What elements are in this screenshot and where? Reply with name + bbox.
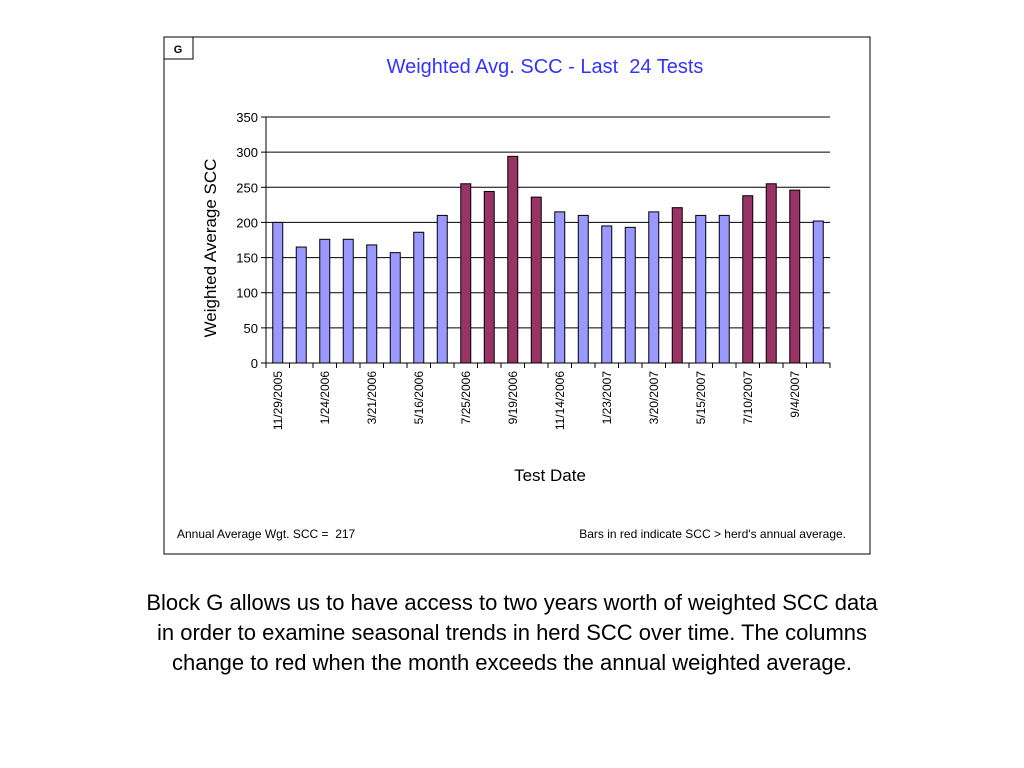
bars: [272, 155, 824, 364]
red-bars-legend-note: Bars in red indicate SCC > herd's annual…: [579, 527, 846, 541]
bar: [460, 183, 472, 364]
x-axis-label: Test Date: [514, 466, 586, 485]
bar: [483, 191, 495, 364]
chart-title: Weighted Avg. SCC - Last 24 Tests: [387, 56, 704, 78]
x-tick-label: 7/10/2007: [741, 371, 755, 425]
block-label-box: [163, 36, 194, 60]
y-tick-label: 0: [251, 356, 258, 371]
x-tick-label: 7/25/2006: [459, 371, 473, 425]
x-tick-label: 11/14/2006: [553, 371, 567, 430]
bar: [413, 231, 425, 364]
x-tick-label: 5/15/2007: [694, 371, 708, 425]
bar: [789, 189, 801, 364]
caption-line-2: in order to examine seasonal trends in h…: [156, 620, 868, 645]
bar: [601, 225, 613, 364]
x-tick-label: 1/23/2007: [600, 371, 614, 425]
bar: [436, 214, 448, 364]
x-tick-label: 1/24/2006: [318, 371, 332, 425]
x-tick-label: 3/21/2006: [365, 371, 379, 425]
x-tick-label: 5/16/2006: [412, 371, 426, 425]
y-tick-label: 150: [236, 251, 258, 266]
bar: [718, 214, 730, 364]
slide-caption: Block G allows us to have access to two …: [40, 588, 984, 678]
y-tick-labels: 0 50 100 150 200 250 300 350: [236, 110, 258, 371]
bar: [295, 246, 307, 364]
bar: [272, 221, 284, 364]
bar: [671, 207, 683, 364]
y-tick-label: 250: [236, 180, 258, 195]
bar: [742, 195, 754, 364]
bar: [765, 183, 777, 364]
x-tick-label: 9/19/2006: [506, 371, 520, 425]
bar: [530, 196, 542, 364]
x-tick-label: 9/4/2007: [788, 371, 802, 418]
caption-line-3: change to red when the month exceeds the…: [171, 650, 853, 675]
annual-average-note: Annual Average Wgt. SCC = 217: [177, 527, 356, 541]
block-label: G: [174, 44, 183, 56]
bar: [695, 214, 707, 364]
x-tick-label: 11/29/2005: [271, 371, 285, 430]
y-tick-label: 350: [236, 110, 258, 125]
chart-container: G Weighted Avg. SCC - Last 24 Tests 0 50 1…: [163, 36, 871, 555]
gridlines: [261, 116, 831, 368]
y-tick-label: 100: [236, 286, 258, 301]
y-tick-label: 300: [236, 145, 258, 160]
y-axis-label: Weighted Average SCC: [201, 159, 220, 338]
bar: [507, 155, 519, 364]
bar: [648, 211, 660, 364]
bar-chart: G Weighted Avg. SCC - Last 24 Tests 0 50 1…: [163, 36, 871, 555]
x-tick-labels: 11/29/2005 1/24/2006 3/21/2006 5/16/2006 7/2…: [271, 371, 802, 430]
x-tick-label: 3/20/2007: [647, 371, 661, 425]
y-tick-label: 50: [244, 321, 258, 336]
bar: [342, 238, 354, 364]
bar: [624, 226, 636, 364]
bar: [389, 252, 401, 364]
axes: [265, 117, 830, 364]
y-tick-label: 200: [236, 215, 258, 230]
bar: [319, 238, 331, 364]
bar: [554, 211, 566, 364]
bar: [577, 214, 589, 364]
bar: [366, 244, 378, 364]
caption-line-1: Block G allows us to have access to two …: [146, 590, 878, 615]
bar: [812, 220, 824, 364]
